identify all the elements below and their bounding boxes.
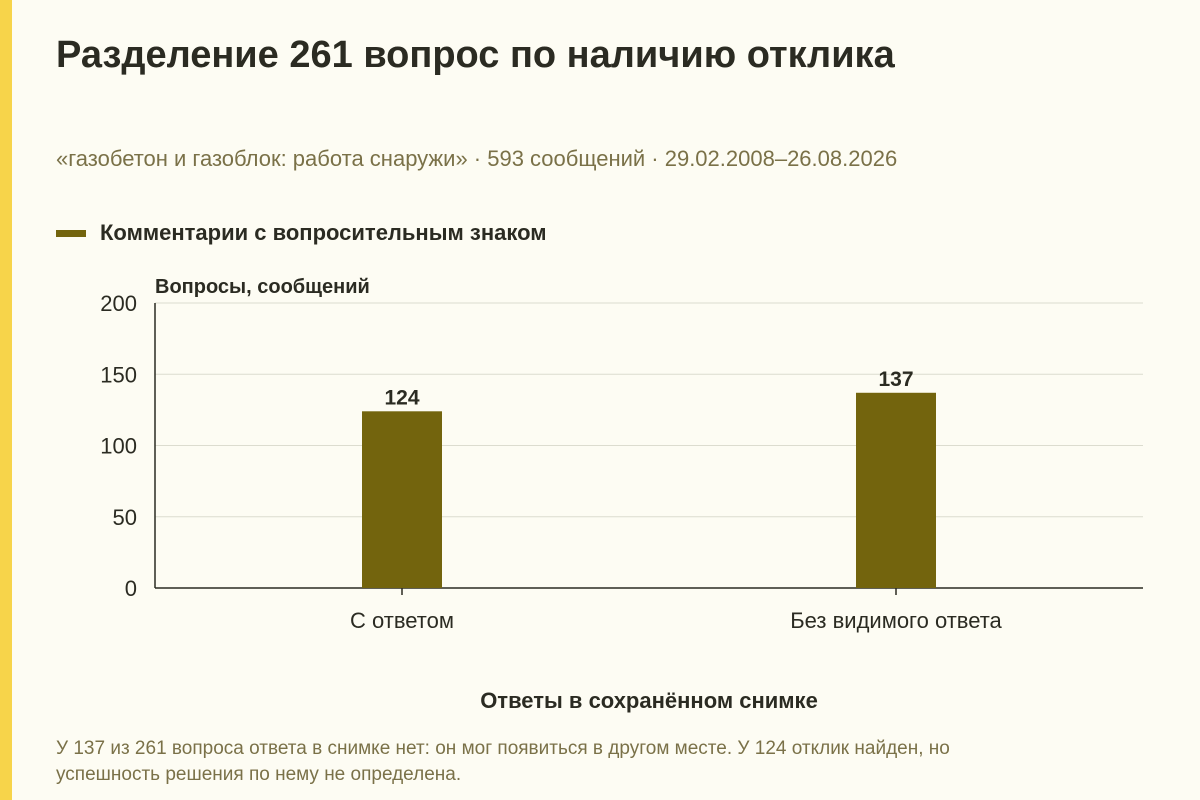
legend-swatch: [56, 229, 86, 237]
y-tick-label: 150: [100, 362, 137, 387]
bar: [856, 392, 936, 588]
chart-subtitle: «газобетон и газоблок: работа снаружи» ·…: [56, 146, 898, 171]
bar: [362, 411, 442, 588]
y-axis-label: Вопросы, сообщений: [155, 276, 370, 298]
bar-layer: [362, 392, 936, 588]
data-label: 137: [878, 368, 913, 391]
y-tick-label: 200: [100, 291, 137, 316]
label-layer: 0 50 100 150 200 Вопросы, сообщений 124 С ответ…: [100, 276, 1002, 713]
x-tick-label: Без видимого ответа: [790, 608, 1002, 633]
chart-title: Разделение 261 вопрос по наличию отклика: [56, 34, 895, 76]
legend-label: Комментарии с вопросительным знаком: [100, 220, 547, 245]
footnote: У 137 из 261 вопроса ответа в снимке нет…: [56, 738, 950, 785]
y-tick-label: 0: [125, 576, 137, 601]
x-axis-label: Ответы в сохранённом снимке: [480, 688, 818, 713]
y-tick-label: 50: [113, 505, 137, 530]
data-label: 124: [384, 386, 419, 409]
grid-layer: [154, 302, 1143, 595]
legend: Комментарии с вопросительным знаком: [56, 219, 547, 247]
x-tick-label: С ответом: [350, 608, 454, 633]
y-tick-label: 100: [100, 434, 137, 459]
accent-bar: [0, 0, 12, 800]
